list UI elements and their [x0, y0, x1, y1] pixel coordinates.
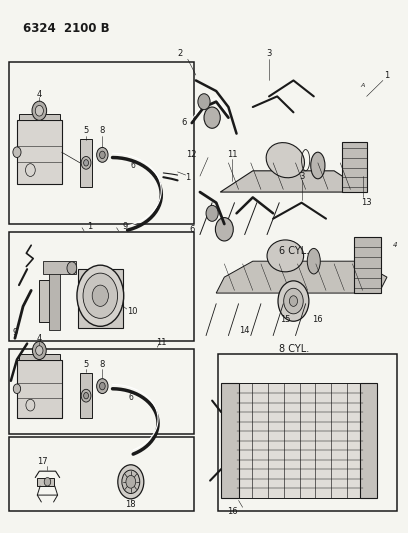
Circle shape: [32, 342, 46, 360]
Text: 11: 11: [227, 150, 238, 159]
Circle shape: [67, 262, 77, 274]
Circle shape: [97, 378, 108, 393]
Bar: [78, 269, 123, 328]
Circle shape: [81, 389, 91, 402]
Circle shape: [198, 94, 210, 110]
Text: 3: 3: [266, 50, 272, 58]
Bar: [9, 62, 194, 224]
Circle shape: [35, 106, 43, 116]
Text: 17: 17: [37, 457, 48, 466]
Bar: [19, 354, 60, 360]
Bar: [49, 272, 60, 330]
Circle shape: [35, 346, 43, 356]
Ellipse shape: [92, 285, 109, 306]
Text: 8: 8: [100, 126, 105, 135]
Circle shape: [100, 151, 105, 159]
Text: 6324  2100 B: 6324 2100 B: [23, 22, 110, 35]
Circle shape: [44, 478, 51, 486]
Text: 14: 14: [239, 326, 250, 335]
Circle shape: [84, 392, 89, 399]
Text: 4: 4: [393, 242, 397, 248]
Ellipse shape: [307, 248, 320, 274]
Circle shape: [13, 147, 21, 158]
Text: 4: 4: [37, 334, 42, 343]
Bar: [218, 354, 397, 511]
Bar: [355, 237, 381, 293]
Circle shape: [215, 217, 233, 241]
Circle shape: [204, 107, 220, 128]
Text: 6: 6: [129, 393, 133, 402]
Bar: [9, 232, 194, 341]
Circle shape: [206, 205, 218, 221]
Text: 5: 5: [84, 126, 89, 135]
Text: 9: 9: [13, 328, 18, 337]
Text: 12: 12: [186, 150, 197, 159]
Bar: [9, 437, 194, 511]
Bar: [237, 383, 363, 498]
Polygon shape: [216, 261, 387, 293]
Circle shape: [289, 296, 297, 306]
Circle shape: [97, 148, 108, 163]
Bar: [360, 383, 377, 498]
Text: 1: 1: [384, 70, 390, 79]
Text: 6: 6: [181, 118, 186, 127]
Text: 2: 2: [177, 50, 182, 58]
Circle shape: [100, 382, 105, 390]
Text: 8: 8: [100, 360, 105, 369]
Text: 16: 16: [313, 315, 323, 324]
Text: 6: 6: [131, 161, 135, 170]
Text: 1: 1: [88, 222, 93, 231]
Text: 4: 4: [37, 90, 42, 99]
Ellipse shape: [266, 143, 304, 177]
Text: 5: 5: [84, 360, 89, 369]
Circle shape: [122, 470, 140, 494]
Bar: [39, 280, 55, 322]
Circle shape: [84, 160, 89, 166]
Text: 3: 3: [299, 172, 304, 181]
Bar: [80, 139, 92, 187]
Text: 9: 9: [122, 222, 127, 231]
Bar: [19, 114, 60, 120]
Text: A: A: [360, 83, 365, 88]
Bar: [43, 261, 76, 274]
Ellipse shape: [83, 273, 118, 318]
Circle shape: [278, 281, 309, 321]
Bar: [17, 120, 62, 184]
Bar: [9, 349, 194, 434]
Polygon shape: [220, 171, 367, 192]
Text: 18: 18: [126, 499, 136, 508]
Text: 6: 6: [189, 225, 195, 234]
Ellipse shape: [267, 240, 304, 272]
Text: 8 CYL.: 8 CYL.: [279, 344, 310, 354]
Text: 15: 15: [280, 315, 290, 324]
Bar: [342, 142, 367, 192]
Circle shape: [13, 384, 21, 393]
Circle shape: [81, 157, 91, 169]
Text: 6 CYL.: 6 CYL.: [279, 246, 310, 255]
Bar: [37, 478, 53, 486]
Text: 16: 16: [227, 506, 238, 515]
Text: 10: 10: [127, 307, 137, 316]
Circle shape: [118, 465, 144, 499]
Text: 11: 11: [156, 338, 166, 347]
Circle shape: [284, 288, 303, 314]
Bar: [80, 373, 92, 418]
Ellipse shape: [311, 152, 325, 179]
Ellipse shape: [77, 265, 124, 326]
Text: 1: 1: [185, 173, 191, 182]
Bar: [17, 360, 62, 418]
Bar: [221, 383, 239, 498]
Circle shape: [126, 475, 136, 488]
Text: 13: 13: [361, 198, 372, 207]
Circle shape: [32, 101, 47, 120]
